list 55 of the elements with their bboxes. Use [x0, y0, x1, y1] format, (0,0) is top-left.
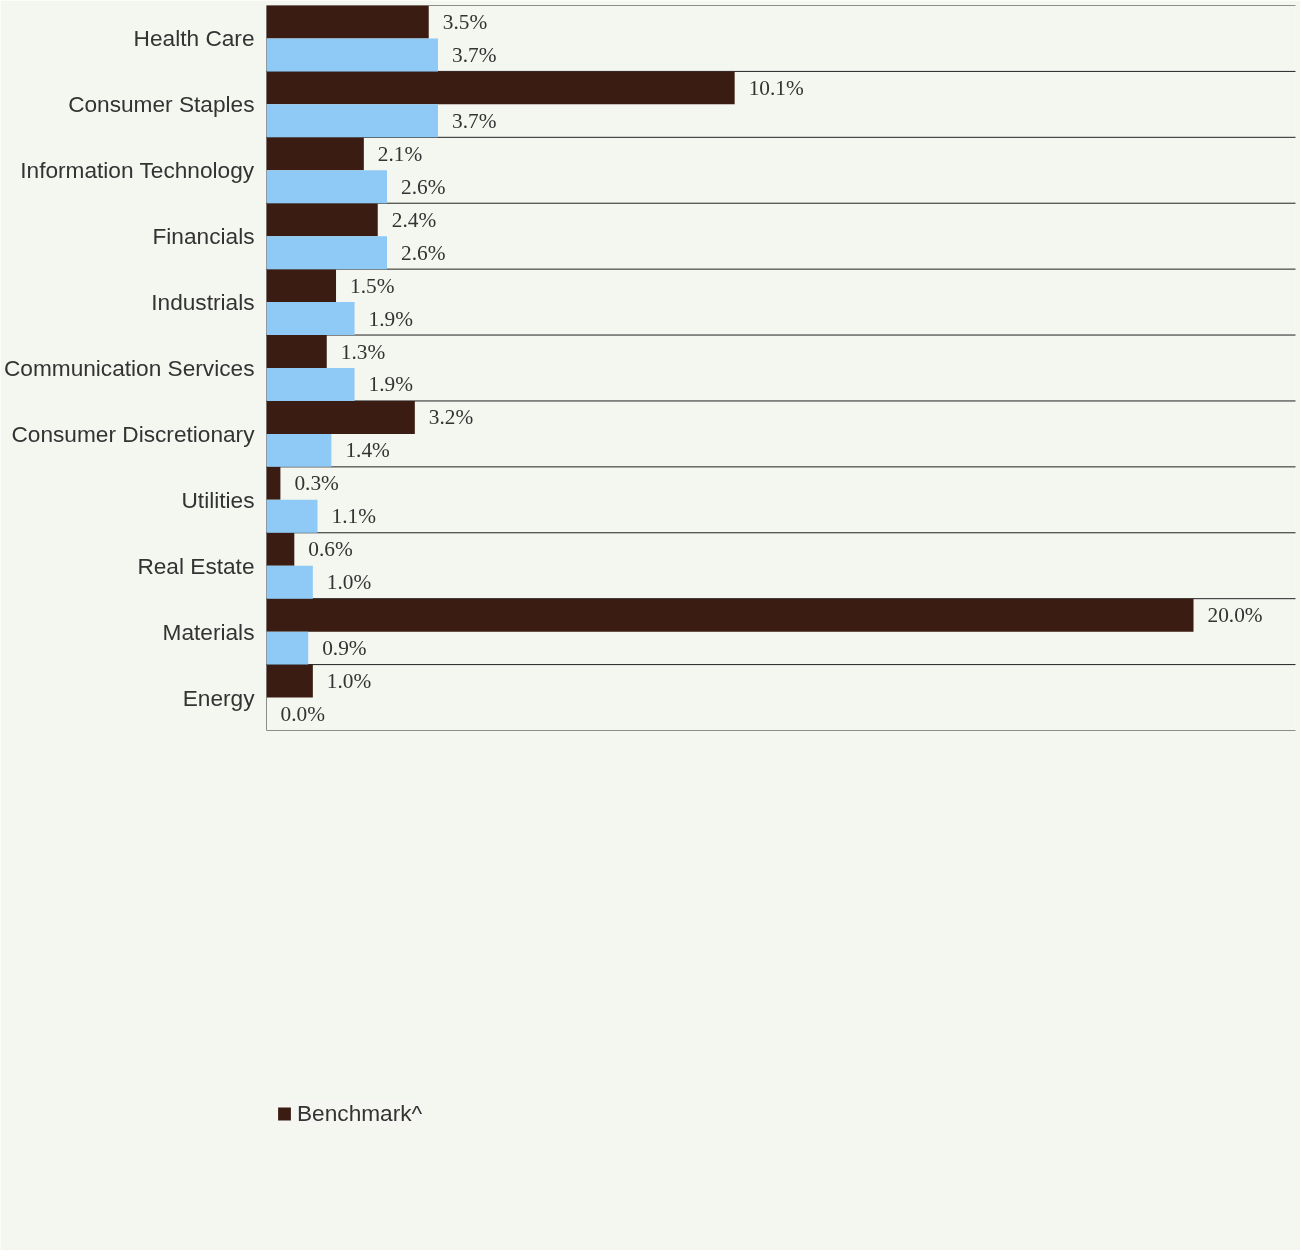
data-label: 0.6%: [308, 537, 353, 562]
y-tick-label: Energy: [182, 684, 256, 711]
data-label: 0.0%: [280, 702, 326, 727]
y-tick-label: Health Care: [133, 25, 255, 52]
bar: [266, 565, 313, 599]
y-tick-label: Materials: [162, 618, 255, 645]
data-label: 1.3%: [340, 339, 386, 364]
bar: [266, 631, 309, 665]
bar: [266, 335, 327, 368]
data-label: 1.1%: [331, 504, 377, 529]
y-tick-label: Real Estate: [137, 552, 255, 579]
bar: [266, 203, 378, 237]
data-label: 1.4%: [345, 438, 391, 463]
data-label: 1.0%: [326, 669, 372, 694]
bar: [266, 532, 295, 566]
bar: [266, 598, 1194, 632]
bar: [266, 38, 438, 72]
data-label: 3.5%: [442, 9, 488, 34]
data-label: 1.5%: [350, 273, 395, 298]
bar: [266, 368, 355, 401]
bar: [266, 104, 438, 138]
bar: [266, 664, 313, 698]
bar: [266, 302, 355, 336]
bar: [266, 5, 429, 39]
y-tick-label: Utilities: [181, 486, 255, 513]
bar: [266, 137, 364, 171]
data-label: 3.7%: [452, 42, 497, 67]
data-label: 3.2%: [428, 405, 474, 430]
data-label: 2.1%: [377, 141, 423, 166]
data-label: 0.3%: [294, 471, 340, 496]
bar: [266, 71, 735, 105]
bar: [266, 499, 318, 533]
data-label: 3.7%: [452, 108, 497, 133]
data-label: 0.9%: [322, 636, 367, 661]
data-label: 1.0%: [326, 570, 372, 595]
y-tick-label: Consumer Discretionary: [11, 420, 256, 447]
data-label: 2.6%: [401, 240, 446, 265]
y-tick-label: Financials: [152, 223, 255, 250]
y-tick-label: Industrials: [151, 289, 255, 316]
data-label: 1.9%: [368, 306, 414, 331]
y-tick-label: Information Technology: [20, 157, 255, 184]
data-label: 10.1%: [748, 75, 804, 100]
y-tick-label: Consumer Staples: [68, 91, 255, 118]
bar: [266, 400, 415, 434]
y-tick-label: Communication Services: [3, 355, 255, 381]
data-label: 20.0%: [1207, 603, 1263, 628]
bar: [266, 433, 332, 467]
bar: [266, 170, 388, 204]
data-label: 2.4%: [391, 207, 437, 232]
data-label: 2.6%: [401, 174, 446, 199]
legend-label: Benchmark^: [297, 1099, 423, 1127]
bar: [266, 466, 281, 500]
bar: [266, 236, 388, 270]
data-label: 1.9%: [368, 372, 414, 397]
bar: [266, 269, 337, 303]
